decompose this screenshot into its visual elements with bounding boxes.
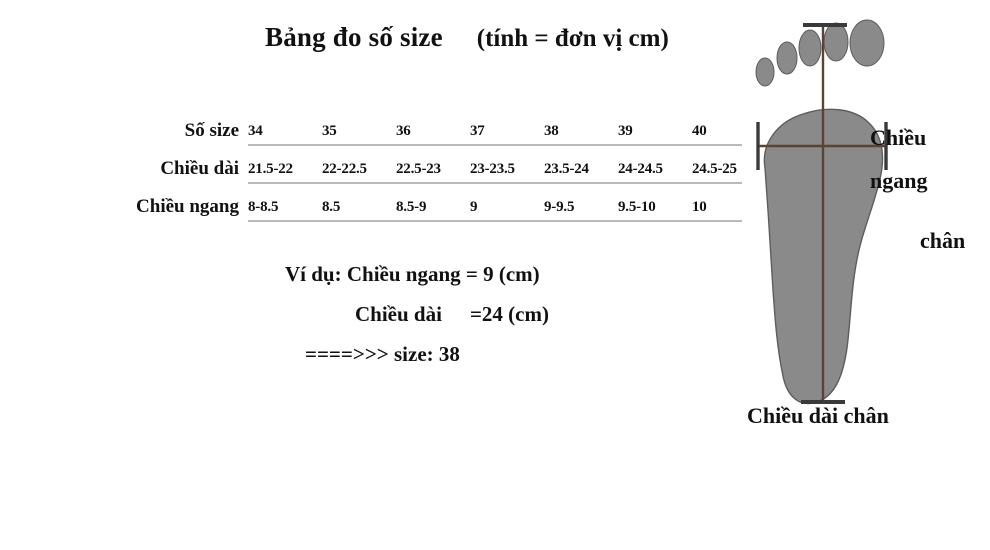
toe-little-icon [755,57,775,87]
cell-length-34: 21.5-22 [248,161,293,177]
cell-length-35: 22-22.5 [322,161,367,177]
example-length-value: =24 (cm) [469,302,549,326]
row-cells-chieu-dai: 21.5-22 22-22.5 22.5-23 23-23.5 23.5-24 … [248,146,742,184]
foot-diagram: Chiều ngang chân Chiều dài chân [735,18,990,438]
table-row: Chiều dài 21.5-22 22-22.5 22.5-23 23-23.… [130,146,742,184]
table-divider-2 [248,182,742,184]
width-measure-line [756,122,888,170]
page-title: Bảng đo số size (tính = đơn vị cm) [265,22,735,53]
toe-second-icon [823,22,849,62]
size-table: Số size 34 35 36 37 38 39 40 Chiều dài 2… [130,108,742,222]
table-divider-1 [248,144,742,146]
foot-illustration-svg [755,19,888,405]
cell-width-40: 10 [692,199,707,215]
cell-length-38: 23.5-24 [544,161,589,177]
cell-width-39: 9.5-10 [618,199,656,215]
title-unit-text: (tính = đơn vị cm) [476,25,669,52]
table-row: Số size 34 35 36 37 38 39 40 [130,108,742,146]
cell-width-38: 9-9.5 [544,199,575,215]
width-label-line-2: ngang [870,168,928,193]
width-label-line-1: Chiều [870,125,927,150]
row-label-chieu-dai: Chiều dài [160,158,239,179]
width-label-line-3: chân [920,228,966,253]
table-divider-3 [248,220,742,222]
example-line-width: Ví dụ: Chiều ngang = 9 (cm) [285,262,540,286]
example-length-label: Chiều dài [355,302,442,326]
title-main-text: Bảng đo số size [265,22,443,52]
cell-length-40: 24.5-25 [692,161,737,177]
cell-size-38: 38 [544,123,559,139]
cell-length-39: 24-24.5 [618,161,663,177]
cell-size-37: 37 [470,123,485,139]
cell-width-36: 8.5-9 [396,199,427,215]
cell-length-36: 22.5-23 [396,161,441,177]
cell-width-37: 9 [470,199,478,215]
toe-big-icon [849,19,885,67]
cell-length-37: 23-23.5 [470,161,515,177]
toe-fourth-icon [776,41,798,75]
row-cells-so-size: 34 35 36 37 38 39 40 [248,108,742,146]
cell-size-35: 35 [322,123,337,139]
cell-size-39: 39 [618,123,633,139]
row-label-so-size: Số size [184,120,239,141]
table-row: Chiều ngang 8-8.5 8.5 8.5-9 9 9-9.5 9.5-… [130,184,742,222]
example-line-result: ====>>> size: 38 [305,342,460,366]
cell-size-40: 40 [692,123,707,139]
toe-middle-icon [798,29,822,67]
cell-size-34: 34 [248,123,263,139]
cell-width-34: 8-8.5 [248,199,279,215]
row-cells-chieu-ngang: 8-8.5 8.5 8.5-9 9 9-9.5 9.5-10 10 [248,184,742,222]
cell-width-35: 8.5 [322,199,341,215]
example-line-length: Chiều dài =24 (cm) [355,302,549,327]
toes-group [755,19,885,87]
length-measure-line [801,23,847,404]
cell-size-36: 36 [396,123,411,139]
row-label-chieu-ngang: Chiều ngang [136,196,239,217]
length-label: Chiều dài chân [747,403,889,428]
